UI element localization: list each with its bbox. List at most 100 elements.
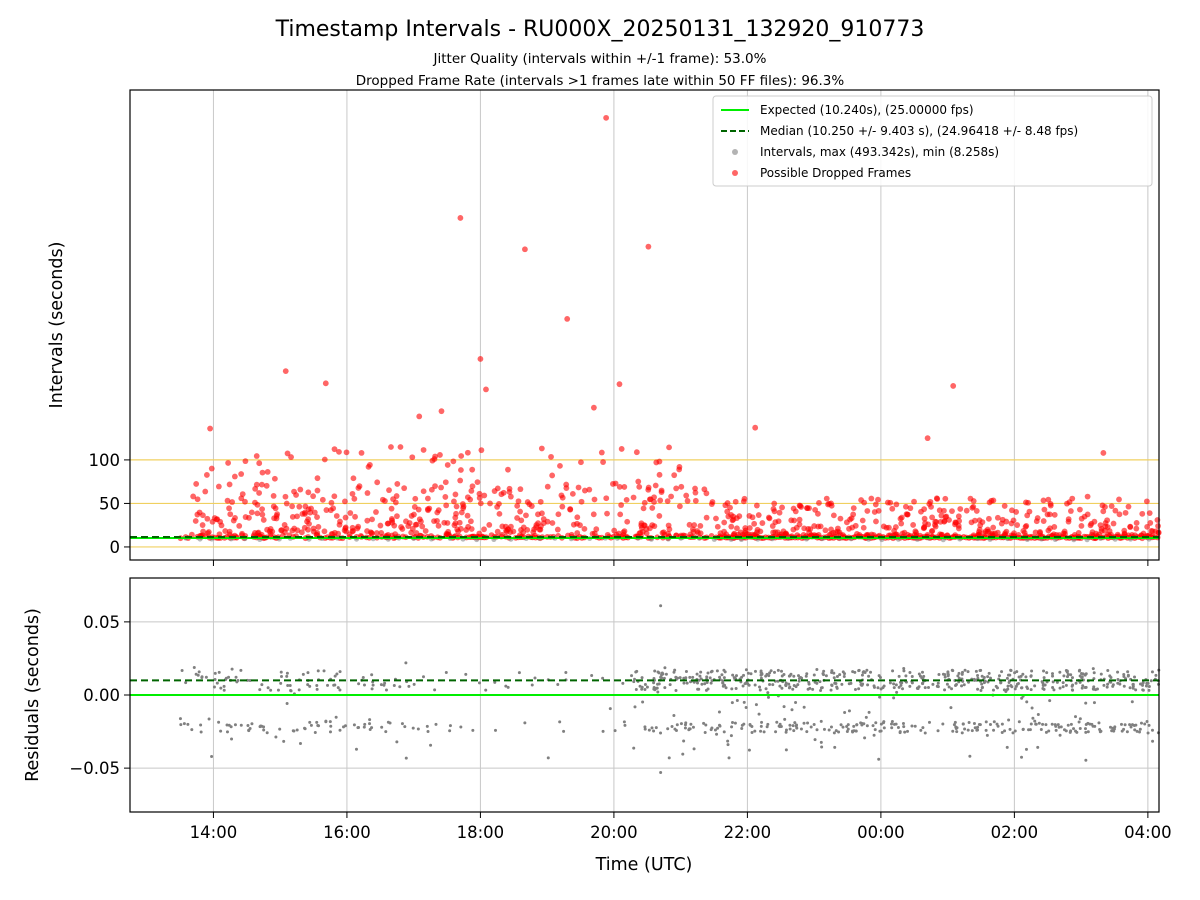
residual-point — [758, 688, 762, 692]
dropped-frame-point — [676, 503, 683, 510]
residual-point — [744, 706, 748, 710]
residual-point — [832, 676, 836, 680]
residual-point — [960, 672, 964, 676]
residual-point — [967, 680, 971, 684]
dropped-frame-point — [1116, 511, 1123, 518]
residual-point — [306, 671, 310, 675]
residual-point — [762, 730, 766, 734]
residual-point — [1061, 681, 1065, 685]
residual-point — [371, 683, 375, 687]
residual-point — [970, 729, 974, 733]
dropped-frame-point — [791, 517, 798, 524]
residual-point — [740, 723, 744, 727]
residual-point — [726, 743, 730, 747]
residual-point — [564, 671, 568, 675]
residual-point — [746, 682, 750, 686]
residual-point — [1007, 718, 1011, 722]
residual-point — [784, 728, 788, 732]
residual-point — [266, 686, 270, 690]
x-tick-label: 18:00 — [457, 823, 505, 842]
dropped-frame-point — [649, 505, 656, 511]
dropped-frame-point — [458, 467, 464, 473]
dropped-frame-point — [815, 523, 822, 530]
dropped-frame-point — [386, 487, 392, 494]
top-y-tick-label: 50 — [99, 494, 120, 513]
residual-point — [972, 722, 976, 726]
residual-point — [1084, 701, 1088, 705]
residual-point — [819, 689, 823, 693]
dropped-frame-point — [442, 494, 449, 500]
residual-point — [744, 668, 748, 672]
x-tick-label: 00:00 — [857, 823, 905, 842]
residual-point — [184, 681, 188, 685]
residual-point — [715, 732, 719, 736]
dropped-frame-point — [949, 508, 955, 514]
residual-point — [901, 722, 905, 726]
residual-point — [899, 683, 903, 687]
dropped-frame-point — [226, 528, 233, 535]
residual-point — [1074, 681, 1078, 685]
residual-point — [289, 688, 293, 692]
dropped-frame-point — [635, 478, 642, 485]
residual-point — [326, 683, 330, 687]
residual-point — [608, 707, 612, 711]
residual-point — [190, 728, 194, 732]
dropped-frame-point — [333, 513, 340, 519]
dropped-frame-point — [342, 525, 349, 532]
residual-point — [504, 684, 508, 688]
dropped-frame-point — [263, 482, 270, 489]
residual-point — [865, 668, 869, 672]
dropped-frame-point — [976, 517, 983, 524]
residual-point — [1058, 670, 1062, 674]
residual-point — [741, 684, 745, 688]
residual-point — [833, 681, 837, 685]
residual-point — [416, 727, 420, 731]
residual-point — [1088, 722, 1092, 726]
residual-point — [1031, 716, 1035, 720]
residual-point — [1017, 720, 1021, 724]
residual-point — [892, 682, 896, 686]
residual-point — [662, 676, 666, 680]
dropped-frame-point — [424, 495, 431, 502]
dropped-frame-point — [616, 381, 623, 388]
dropped-frame-point — [242, 458, 249, 465]
dropped-frame-point — [666, 444, 672, 451]
residual-point — [1130, 700, 1134, 704]
dropped-frame-point — [666, 526, 673, 533]
residual-point — [1048, 699, 1052, 703]
dropped-frame-point — [925, 521, 932, 528]
dropped-frame-point — [938, 532, 945, 538]
residual-point — [699, 670, 703, 674]
residual-point — [722, 676, 726, 680]
dropped-frame-point — [557, 462, 563, 469]
residual-point — [910, 681, 914, 685]
dropped-frame-point — [342, 498, 348, 505]
residual-point — [212, 685, 216, 689]
residual-point — [1138, 727, 1142, 731]
dropped-frame-point — [336, 448, 342, 455]
dropped-frame-point — [652, 482, 659, 489]
top-y-tick-label: 100 — [89, 451, 121, 470]
dropped-frame-point — [350, 527, 357, 534]
residual-point — [759, 676, 763, 680]
residual-point — [784, 730, 788, 734]
residual-point — [802, 705, 806, 709]
residual-point — [1137, 730, 1141, 734]
residual-point — [733, 721, 737, 725]
residual-point — [1020, 755, 1024, 759]
residual-point — [656, 670, 660, 674]
residual-point — [1052, 688, 1056, 692]
dropped-frame-point — [283, 500, 290, 507]
dropped-frame-point — [1122, 509, 1129, 516]
dropped-frame-point — [1098, 525, 1105, 532]
residual-point — [806, 721, 810, 725]
residual-point — [759, 724, 763, 728]
dropped-frame-point — [647, 496, 654, 503]
residual-point — [506, 685, 510, 689]
residual-point — [937, 672, 941, 676]
dropped-frame-point — [225, 460, 232, 466]
residual-point — [734, 686, 738, 690]
residual-point — [842, 674, 846, 678]
top-reference-lines — [130, 536, 1159, 540]
dropped-frame-point — [797, 502, 804, 509]
